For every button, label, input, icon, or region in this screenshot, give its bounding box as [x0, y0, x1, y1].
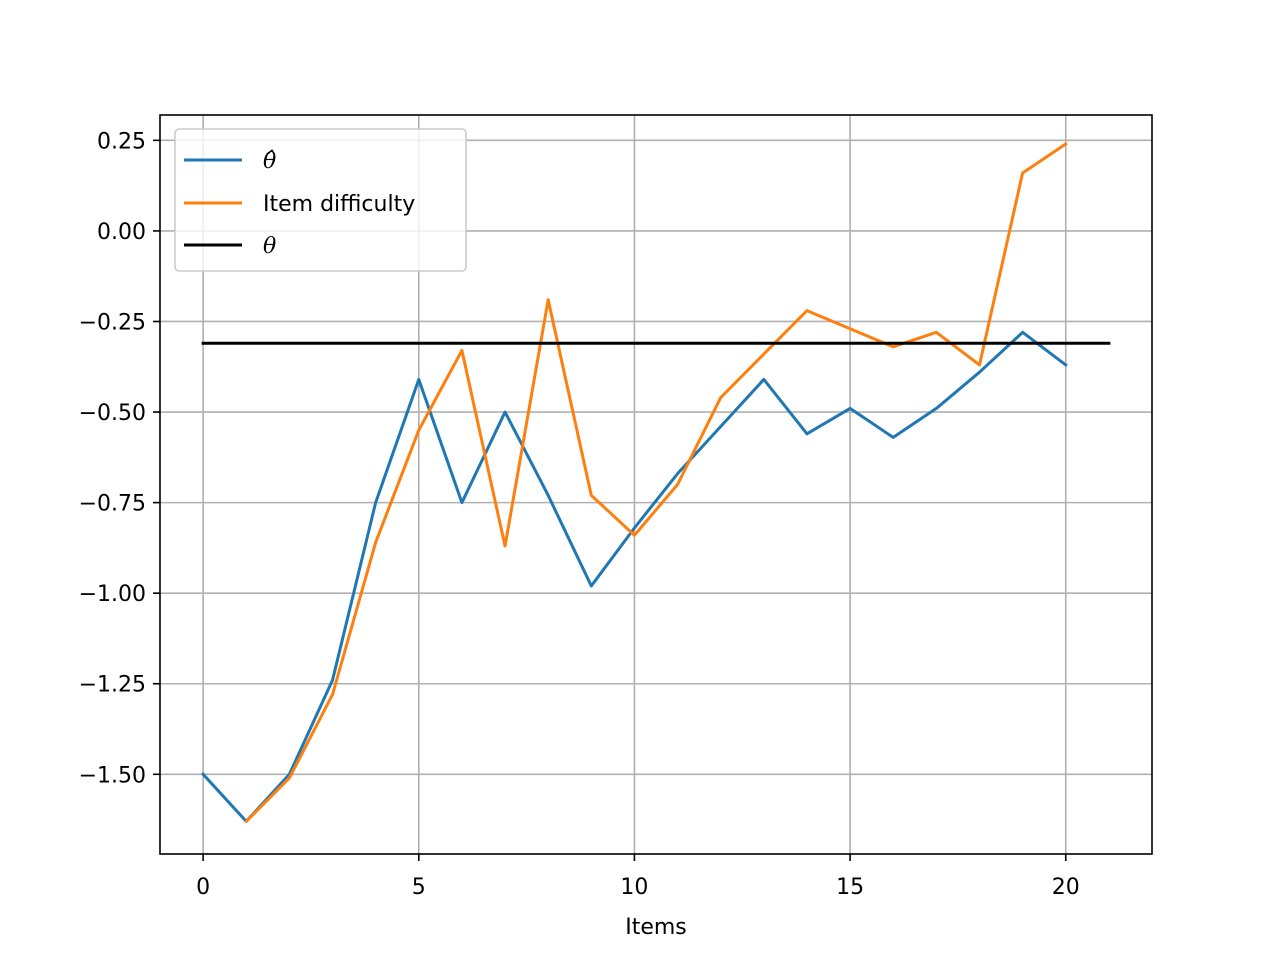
x-tick-label: 0 — [196, 875, 210, 900]
legend: θ̂ Item difficulty θ — [174, 128, 467, 272]
y-tick-label: 0.00 — [97, 220, 146, 245]
series-line-item-difficulty — [244, 141, 1068, 824]
legend-label-item-difficulty: Item difficulty — [263, 192, 415, 217]
legend-label-theta-hat: θ̂ — [263, 149, 276, 174]
y-tick-label: −1.25 — [79, 673, 146, 698]
y-tick-label: −0.25 — [79, 310, 146, 335]
legend-label-theta: θ — [263, 234, 276, 259]
x-axis-title: Items — [625, 915, 687, 940]
y-tick-label: −0.50 — [79, 401, 146, 426]
x-tick-label: 5 — [412, 875, 426, 900]
x-tick-label: 20 — [1052, 875, 1080, 900]
x-tick-label: 15 — [836, 875, 864, 900]
y-axis-ticks: 0.25 0.00 −0.25 −0.50 −0.75 −1.00 −1.25 −1.50 — [79, 129, 160, 788]
y-tick-label: −1.50 — [79, 763, 146, 788]
y-tick-label: 0.25 — [97, 129, 146, 154]
legend-box — [174, 128, 467, 272]
series-line-theta-hat — [201, 330, 1068, 823]
plot-frame — [159, 114, 1153, 855]
x-axis-ticks: 0 5 10 15 20 — [196, 854, 1080, 900]
y-tick-label: −1.00 — [79, 582, 146, 607]
x-tick-label: 10 — [620, 875, 648, 900]
series-lines — [201, 141, 1111, 824]
y-tick-label: −0.75 — [79, 492, 146, 517]
